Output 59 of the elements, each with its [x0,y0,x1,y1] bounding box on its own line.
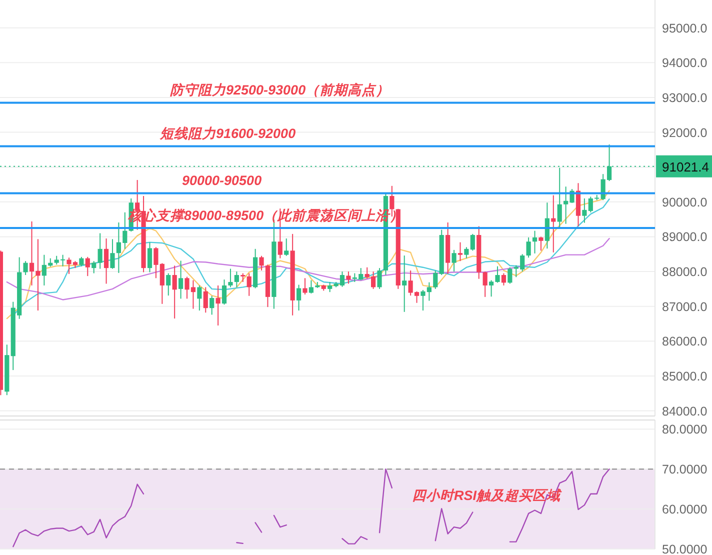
candlestick [216,284,220,326]
candlestick [104,238,109,284]
candlestick [433,270,438,290]
candlestick [79,256,84,267]
y-tick-label: 93000.0 [662,90,708,105]
line-series [6,238,610,300]
candlestick [284,238,289,256]
candlestick [551,194,556,253]
candlestick [203,286,208,314]
candlestick [308,280,314,294]
candlestick [234,271,239,288]
y-tick-label: 95000.0 [662,21,708,36]
candlestick [582,198,587,224]
y-tick-label: 85000.0 [662,369,708,384]
y-tick-label: 87000.0 [662,300,708,314]
candlestick [172,265,177,320]
candlestick [538,236,544,252]
candlestick [259,255,264,271]
candlestick [532,230,538,254]
candlestick [402,255,407,312]
y-tick-label: 94000.0 [662,56,708,70]
y-tick-label: 86000.0 [662,334,708,349]
candlestick [85,256,90,277]
candlestick [166,272,171,296]
candlestick [222,279,227,306]
y-tick-label: 92000.0 [662,126,708,140]
candlestick [147,242,152,273]
ref-line-label: 91021.4 [662,159,709,174]
y-tick-label: 50.0000 [662,542,708,555]
candlestick [92,260,96,274]
candlestick [296,284,302,312]
ref-line-label: 短线阻力91600-92000 [159,126,296,142]
candlestick [458,242,463,262]
candlestick [452,249,456,272]
y-tick-label: 88000.0 [662,265,708,280]
y-tick-label: 80.0000 [662,422,708,437]
candlestick [508,266,512,284]
candlestick [210,295,214,316]
annotation: 90000-90500 [182,173,262,188]
y-tick-label: 84000.0 [662,404,708,418]
candlestick [23,260,28,276]
candlestick [98,232,102,270]
candlestick [346,271,351,284]
y-tick-label: 90000.0 [662,195,708,210]
y-tick-label: 70.0000 [662,462,708,477]
candlestick [228,268,233,288]
candlestick [110,238,115,270]
candlestick [377,268,382,290]
candlestick [526,236,531,258]
y-tick-label: 89000.0 [662,230,708,244]
candlestick [482,271,488,298]
candlestick [246,272,252,296]
candlestick [588,196,593,213]
ref-line-label: 防守阻力92500-93000（前期高点） [169,82,390,98]
y-tick-label: 60.0000 [662,502,708,517]
candlestick [302,278,308,296]
candlestick [501,272,506,286]
candlestick [178,260,184,300]
candlestick [197,284,202,312]
